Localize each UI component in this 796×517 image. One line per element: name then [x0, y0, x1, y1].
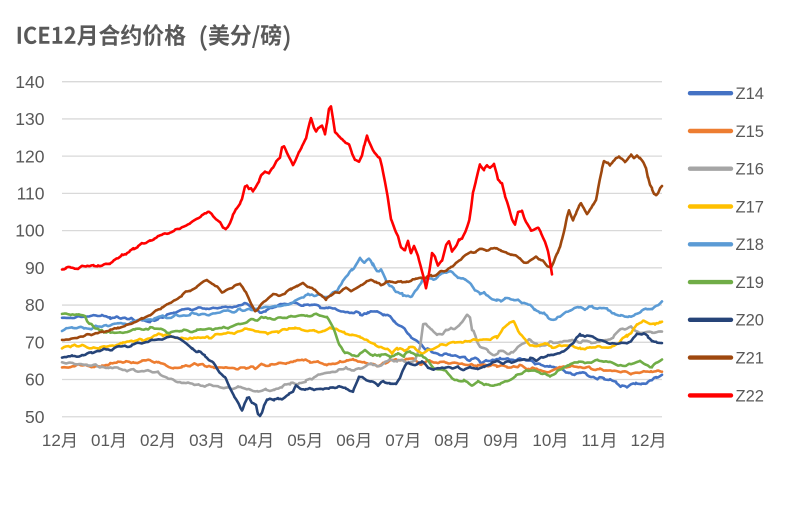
svg-text:09: 09 — [483, 431, 502, 450]
svg-text:130: 130 — [15, 109, 44, 129]
svg-text:04: 04 — [238, 431, 257, 450]
svg-text:07: 07 — [385, 431, 404, 450]
svg-text:Z22: Z22 — [736, 387, 764, 405]
svg-text:12: 12 — [631, 431, 650, 450]
svg-text:01: 01 — [91, 431, 110, 450]
svg-text:100: 100 — [15, 221, 44, 241]
svg-text:12: 12 — [42, 431, 61, 450]
svg-text:05: 05 — [287, 431, 306, 450]
svg-text:120: 120 — [15, 146, 44, 166]
svg-text:Z16: Z16 — [736, 161, 764, 179]
svg-text:08: 08 — [434, 431, 453, 450]
svg-text:Z21: Z21 — [736, 350, 764, 368]
svg-text:02: 02 — [140, 431, 159, 450]
svg-text:80: 80 — [25, 295, 45, 315]
svg-text:03: 03 — [189, 431, 208, 450]
svg-text:06: 06 — [336, 431, 355, 450]
svg-text:110: 110 — [17, 184, 45, 204]
svg-text:Z19: Z19 — [736, 274, 764, 292]
svg-text:11: 11 — [582, 431, 600, 450]
svg-text:Z18: Z18 — [736, 236, 764, 254]
svg-text:Z14: Z14 — [736, 85, 764, 103]
svg-text:70: 70 — [25, 332, 45, 352]
svg-text:10: 10 — [532, 431, 551, 450]
svg-text:140: 140 — [15, 72, 44, 92]
svg-text:Z15: Z15 — [736, 123, 764, 141]
svg-text:60: 60 — [25, 370, 45, 390]
svg-text:50: 50 — [25, 407, 45, 427]
svg-text:Z20: Z20 — [736, 312, 764, 330]
svg-text:Z17: Z17 — [736, 198, 764, 216]
svg-text:90: 90 — [25, 258, 45, 278]
